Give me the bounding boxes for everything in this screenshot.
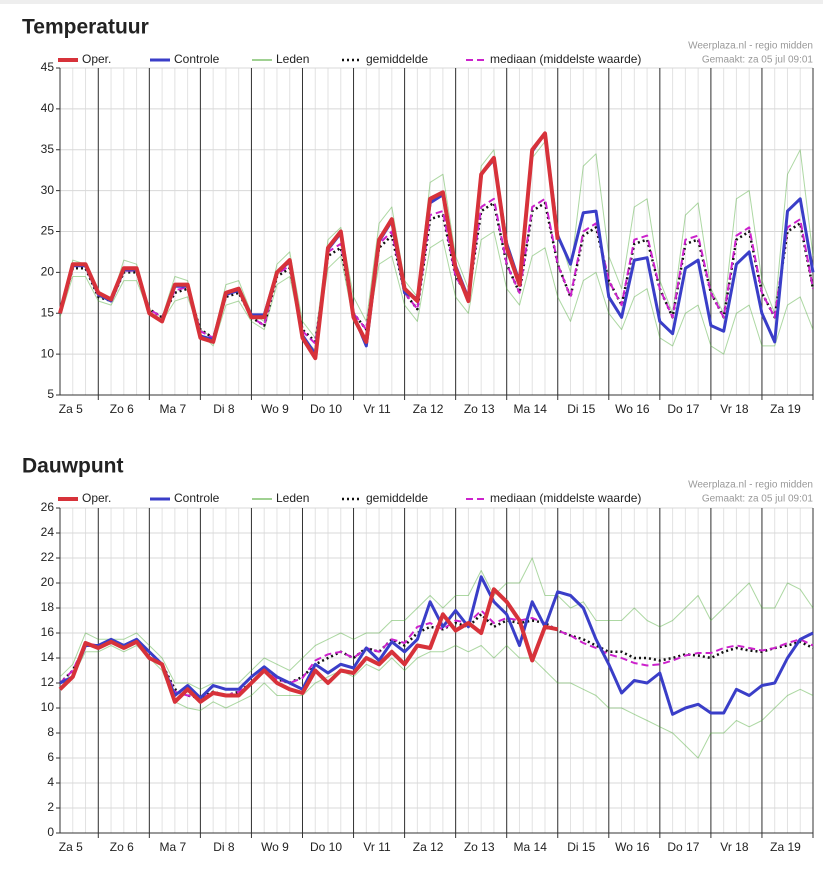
- x-tick-label: Di 15: [567, 402, 595, 416]
- series-line: [58, 201, 815, 344]
- y-tick-label: 40: [41, 101, 55, 115]
- y-tick-label: 24: [41, 525, 55, 539]
- x-tick-label: Do 17: [667, 402, 699, 416]
- legend-label: Oper.: [82, 491, 111, 505]
- series-line: [59, 141, 814, 339]
- y-tick-label: 5: [47, 387, 54, 401]
- series-line: [58, 587, 559, 704]
- top-shadow: [0, 0, 823, 4]
- x-tick-label: Za 12: [413, 402, 444, 416]
- legend-label: Leden: [276, 52, 309, 66]
- legend-label: Oper.: [82, 52, 111, 66]
- legend-label: mediaan (middelste waarde): [490, 52, 641, 66]
- chart-title: Temperatuur: [22, 16, 149, 39]
- x-tick-label: Wo 16: [615, 402, 650, 416]
- x-tick-label: Zo 6: [110, 402, 134, 416]
- source-note: Weerplaza.nl - regio midden: [688, 41, 813, 52]
- made-note: Gemaakt: za 05 jul 09:01: [702, 494, 814, 505]
- source-note: Weerplaza.nl - regio midden: [688, 480, 813, 491]
- series-line: [58, 131, 560, 361]
- y-tick-label: 22: [41, 550, 55, 564]
- y-tick-label: 0: [47, 825, 54, 839]
- x-tick-label: Di 8: [213, 840, 235, 854]
- legend-label: gemiddelde: [366, 52, 428, 66]
- x-tick-label: Ma 7: [160, 402, 187, 416]
- x-tick-label: Zo 13: [464, 402, 495, 416]
- y-tick-label: 8: [47, 725, 54, 739]
- series-line: [59, 575, 814, 716]
- y-tick-label: 6: [47, 750, 54, 764]
- y-tick-label: 45: [41, 60, 55, 74]
- y-tick-label: 2: [47, 800, 54, 814]
- legend-label: gemiddelde: [366, 491, 428, 505]
- x-tick-label: Do 10: [310, 840, 342, 854]
- y-tick-label: 10: [41, 346, 55, 360]
- y-tick-label: 16: [41, 625, 55, 639]
- series-line: [59, 645, 814, 759]
- y-tick-label: 25: [41, 224, 55, 238]
- y-tick-label: 10: [41, 700, 55, 714]
- y-tick-label: 18: [41, 600, 55, 614]
- x-tick-label: Ma 7: [160, 840, 187, 854]
- legend-label: Controle: [174, 491, 220, 505]
- chart-title: Dauwpunt: [22, 455, 123, 478]
- x-tick-label: Do 17: [667, 840, 699, 854]
- x-tick-label: Wo 9: [261, 402, 289, 416]
- series-line: [59, 197, 814, 345]
- x-tick-label: Wo 9: [261, 840, 289, 854]
- y-tick-label: 20: [41, 265, 55, 279]
- x-tick-label: Di 15: [567, 840, 595, 854]
- x-tick-label: Ma 14: [514, 840, 548, 854]
- legend-label: mediaan (middelste waarde): [490, 491, 641, 505]
- y-tick-label: 14: [41, 650, 55, 664]
- y-tick-label: 26: [41, 500, 55, 514]
- legend-label: Leden: [276, 491, 309, 505]
- y-tick-label: 20: [41, 575, 55, 589]
- x-tick-label: Do 10: [310, 402, 342, 416]
- y-tick-label: 35: [41, 142, 55, 156]
- x-tick-label: Za 19: [770, 402, 801, 416]
- series-line: [59, 557, 814, 690]
- x-tick-label: Ma 14: [514, 402, 548, 416]
- x-tick-label: Vr 18: [720, 840, 749, 854]
- x-tick-label: Vr 18: [720, 402, 749, 416]
- x-tick-label: Za 5: [59, 840, 83, 854]
- x-tick-label: Wo 16: [615, 840, 650, 854]
- x-tick-label: Vr 11: [363, 840, 391, 854]
- x-tick-label: Zo 13: [464, 840, 495, 854]
- x-tick-label: Za 19: [770, 840, 801, 854]
- x-tick-label: Zo 6: [110, 840, 134, 854]
- series-line: [59, 231, 814, 355]
- made-note: Gemaakt: za 05 jul 09:01: [702, 55, 814, 66]
- x-tick-label: Vr 11: [363, 402, 391, 416]
- y-tick-label: 4: [47, 775, 54, 789]
- y-tick-label: 15: [41, 305, 55, 319]
- x-tick-label: Za 5: [59, 402, 83, 416]
- x-tick-label: Di 8: [213, 402, 235, 416]
- y-tick-label: 12: [41, 675, 55, 689]
- x-tick-label: Za 12: [413, 840, 444, 854]
- legend-label: Controle: [174, 52, 220, 66]
- y-tick-label: 30: [41, 183, 55, 197]
